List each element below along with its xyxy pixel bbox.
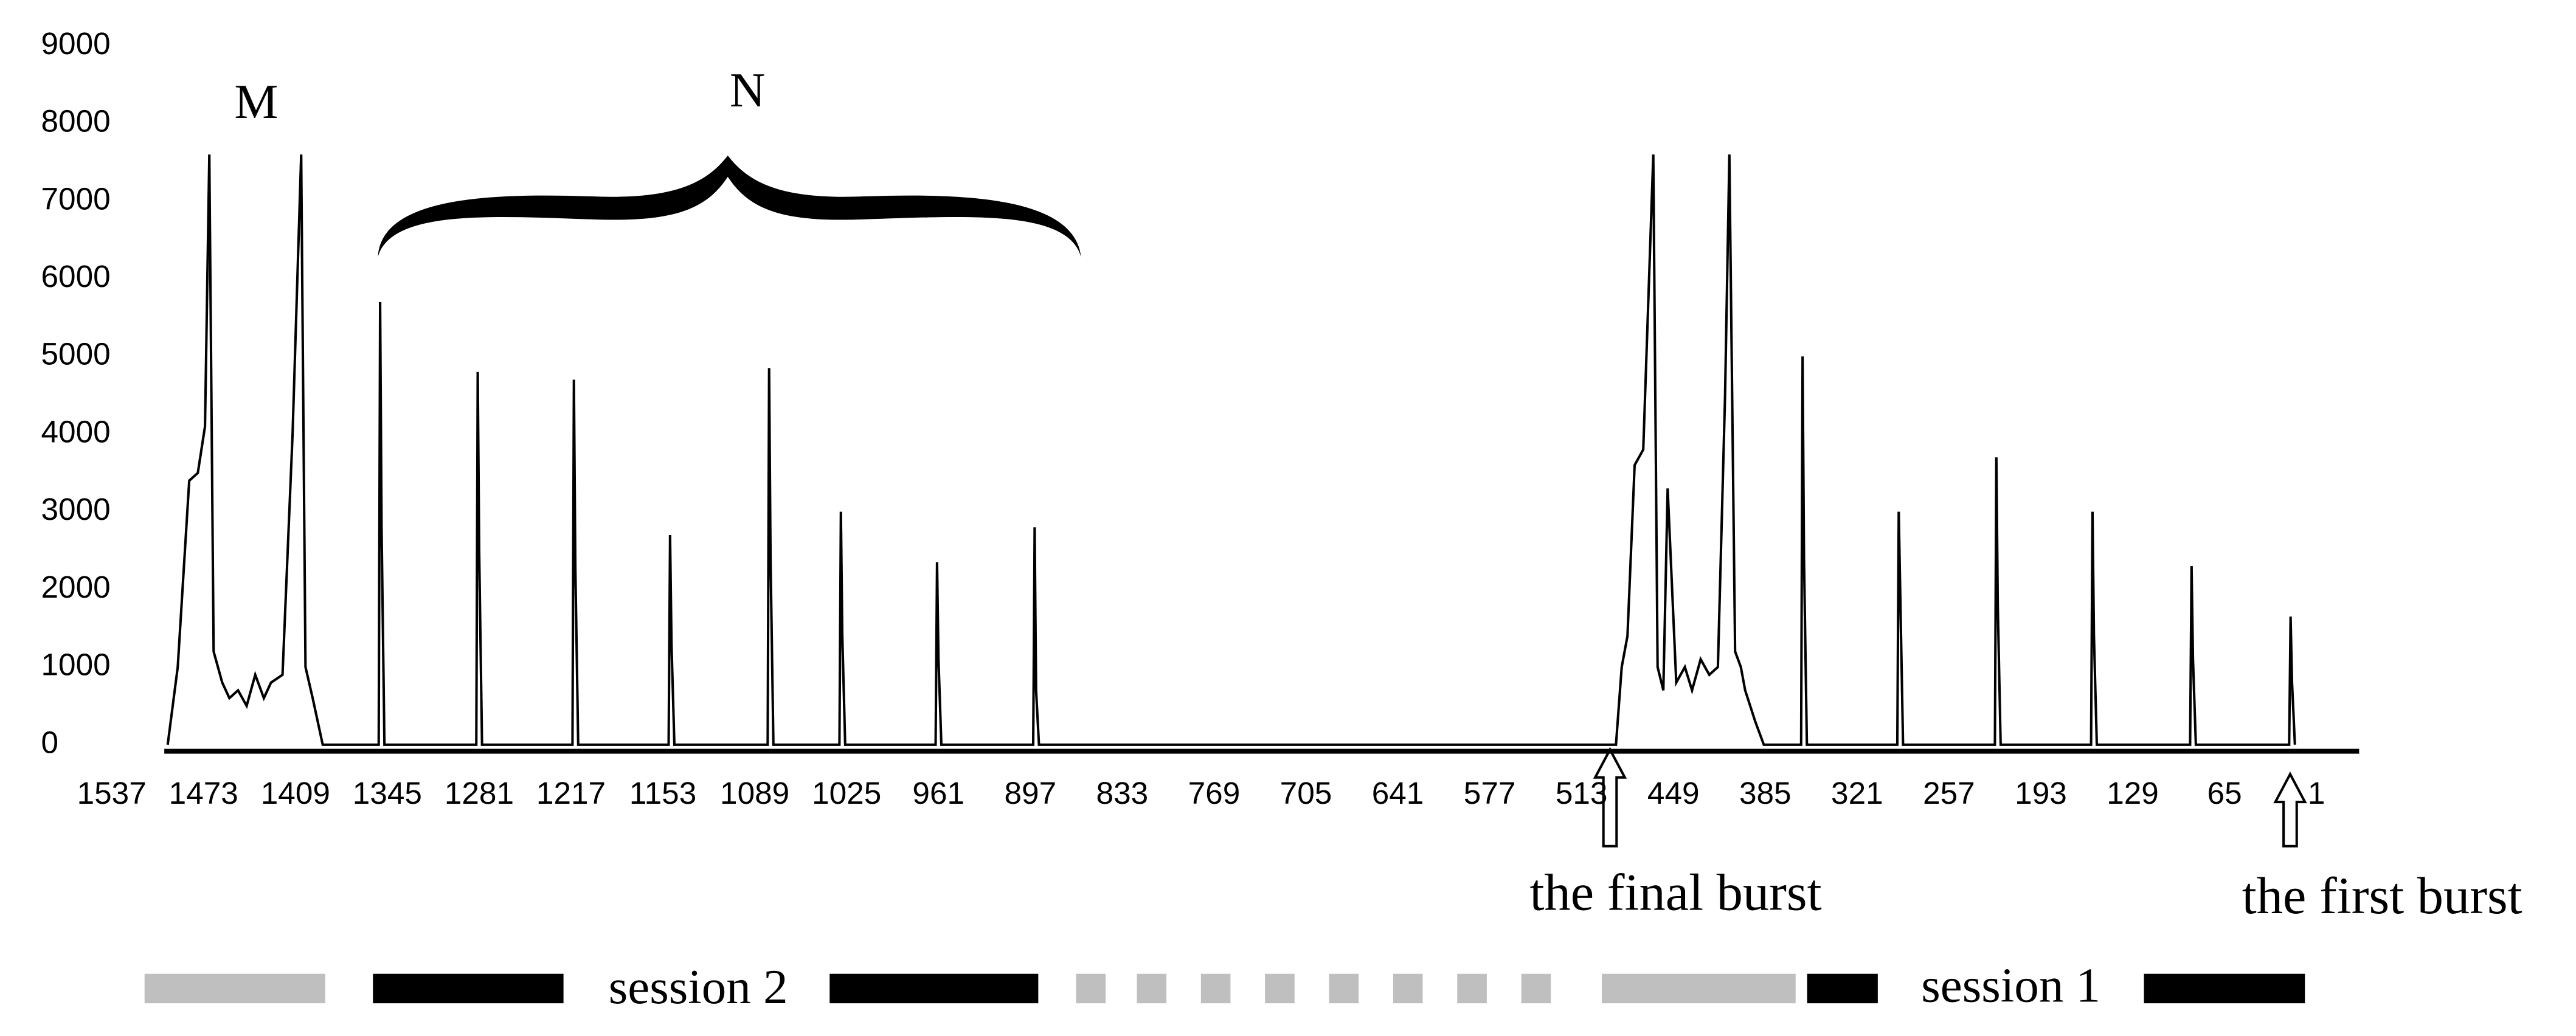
annotation: N bbox=[730, 63, 766, 117]
y-tick-label: 0 bbox=[41, 725, 59, 759]
session-bar bbox=[1521, 973, 1551, 1004]
session-bar bbox=[1393, 973, 1423, 1004]
x-tick-label: 1089 bbox=[720, 776, 789, 810]
x-tick-label: 705 bbox=[1280, 776, 1332, 810]
x-tick-label: 1345 bbox=[353, 776, 422, 810]
annotation: session 2 bbox=[609, 960, 788, 1014]
session-bar bbox=[1807, 973, 1878, 1004]
x-tick-label: 1217 bbox=[536, 776, 606, 810]
x-tick-label: 897 bbox=[1004, 776, 1056, 810]
x-tick-label: 449 bbox=[1647, 776, 1700, 810]
annotation: the final burst bbox=[1530, 863, 1822, 922]
session-bar bbox=[1265, 973, 1295, 1004]
x-tick-label: 769 bbox=[1188, 776, 1241, 810]
brace bbox=[378, 155, 1081, 257]
y-tick-label: 3000 bbox=[41, 492, 111, 527]
x-tick-label: 1 bbox=[2308, 776, 2325, 810]
annotation: the first burst bbox=[2242, 866, 2522, 925]
x-tick-label: 1537 bbox=[77, 776, 147, 810]
x-tick-label: 65 bbox=[2207, 776, 2242, 810]
y-tick-label: 8000 bbox=[41, 104, 111, 139]
x-tick-label: 1281 bbox=[445, 776, 514, 810]
x-tick-label: 1153 bbox=[629, 776, 696, 810]
x-tick-label: 1025 bbox=[812, 776, 881, 810]
x-tick-label: 129 bbox=[2107, 776, 2159, 810]
session-bar bbox=[1076, 973, 1106, 1004]
arrow bbox=[1593, 747, 1627, 848]
session-bar bbox=[1200, 973, 1231, 1004]
data-line bbox=[166, 154, 2296, 746]
annotation: M bbox=[234, 75, 278, 129]
arrow bbox=[2273, 771, 2307, 848]
session-bar bbox=[144, 973, 325, 1004]
x-tick-label: 961 bbox=[912, 776, 964, 810]
y-tick-label: 7000 bbox=[41, 181, 111, 216]
x-tick-label: 1409 bbox=[261, 776, 330, 810]
x-tick-label: 577 bbox=[1464, 776, 1516, 810]
annotation: session 1 bbox=[1921, 959, 2100, 1013]
session-bar bbox=[1329, 973, 1359, 1004]
session-bar bbox=[373, 973, 564, 1004]
x-tick-label: 321 bbox=[1831, 776, 1883, 810]
y-tick-label: 1000 bbox=[41, 648, 111, 682]
session-bars bbox=[144, 973, 2305, 1004]
y-tick-label: 6000 bbox=[41, 259, 111, 294]
x-tick-label: 641 bbox=[1372, 776, 1424, 810]
session-bar bbox=[1457, 973, 1487, 1004]
x-tick-label: 193 bbox=[2015, 776, 2067, 810]
session-bar bbox=[2144, 973, 2305, 1004]
x-tick-label: 1473 bbox=[169, 776, 238, 810]
y-tick-label: 2000 bbox=[41, 570, 111, 604]
y-tick-label: 4000 bbox=[41, 415, 111, 449]
x-tick-label: 385 bbox=[1739, 776, 1792, 810]
x-tick-label: 833 bbox=[1096, 776, 1149, 810]
y-tick-label: 5000 bbox=[41, 337, 111, 371]
y-tick-label: 9000 bbox=[41, 26, 111, 61]
session-bar bbox=[1601, 973, 1796, 1004]
x-tick-label: 513 bbox=[1556, 776, 1608, 810]
session-bar bbox=[829, 973, 1039, 1004]
x-tick-label: 257 bbox=[1923, 776, 1975, 810]
session-bar bbox=[1137, 973, 1167, 1004]
